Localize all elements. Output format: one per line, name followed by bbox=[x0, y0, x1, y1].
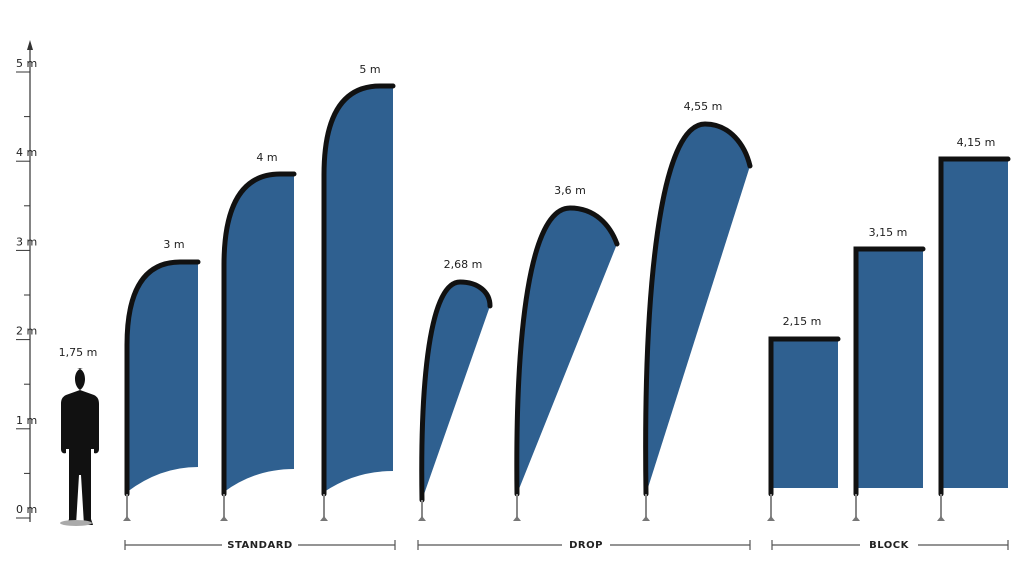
person-shadow bbox=[60, 520, 92, 526]
scale-label: 2 m bbox=[16, 325, 37, 338]
scale-label: 0 m bbox=[16, 503, 37, 516]
flag-height: 4 m bbox=[256, 151, 277, 164]
group-label: DROP bbox=[569, 540, 603, 551]
height-scale: 0 m 1 m 2 m 3 m 4 m 5 m bbox=[16, 40, 37, 522]
block-flags: 2,15 m 3,15 m 4,15 m bbox=[768, 136, 1011, 497]
pole-foot bbox=[767, 516, 775, 521]
flag bbox=[856, 248, 923, 488]
group-brackets: STANDARD DROP BLOCK bbox=[124, 536, 1009, 554]
pole bbox=[643, 121, 753, 497]
pole-foot bbox=[642, 516, 650, 521]
person-height: 1,75 m bbox=[59, 346, 98, 359]
flag bbox=[224, 174, 294, 492]
flag-height: 4,55 m bbox=[684, 100, 723, 113]
flag bbox=[324, 86, 393, 492]
flag bbox=[421, 282, 490, 500]
pole-foot bbox=[852, 516, 860, 521]
flag bbox=[771, 338, 838, 488]
scale-label: 3 m bbox=[16, 235, 37, 248]
scale-label: 1 m bbox=[16, 414, 37, 427]
flag-height: 2,68 m bbox=[444, 258, 483, 271]
pole bbox=[853, 246, 926, 497]
scale-arrow bbox=[27, 40, 33, 50]
pole bbox=[514, 205, 620, 497]
group-label: BLOCK bbox=[869, 540, 909, 551]
pole bbox=[938, 156, 1011, 497]
flag-bases bbox=[123, 494, 945, 521]
flag bbox=[941, 158, 1008, 488]
label-bg bbox=[222, 536, 298, 554]
flag bbox=[127, 262, 198, 492]
pole-foot bbox=[320, 516, 328, 521]
flag-height: 3,15 m bbox=[869, 226, 908, 239]
scale-label: 4 m bbox=[16, 146, 37, 159]
person: 1,75 m bbox=[59, 346, 99, 526]
pole bbox=[221, 171, 297, 497]
drop-flags: 2,68 m 3,6 m 4,55 m bbox=[419, 100, 753, 503]
flag bbox=[516, 208, 617, 494]
flag-height: 5 m bbox=[359, 63, 380, 76]
pole-foot bbox=[123, 516, 131, 521]
pole bbox=[321, 83, 396, 497]
pole-foot bbox=[513, 516, 521, 521]
flag-height: 2,15 m bbox=[783, 315, 822, 328]
standard-flags: 3 m 4 m 5 m bbox=[124, 63, 396, 497]
pole bbox=[768, 336, 841, 497]
pole-foot bbox=[937, 516, 945, 521]
flag bbox=[645, 124, 750, 494]
flag-height: 3,6 m bbox=[554, 184, 586, 197]
label-bg bbox=[562, 536, 610, 554]
scale-label: 5 m bbox=[16, 57, 37, 70]
label-bg bbox=[860, 536, 918, 554]
pole-foot bbox=[220, 516, 228, 521]
pole bbox=[124, 259, 201, 497]
flag-height: 4,15 m bbox=[957, 136, 996, 149]
flag-height: 3 m bbox=[163, 238, 184, 251]
group-label: STANDARD bbox=[227, 540, 292, 551]
person-silhouette bbox=[61, 368, 99, 525]
pole bbox=[419, 279, 493, 503]
pole-foot bbox=[418, 516, 426, 521]
